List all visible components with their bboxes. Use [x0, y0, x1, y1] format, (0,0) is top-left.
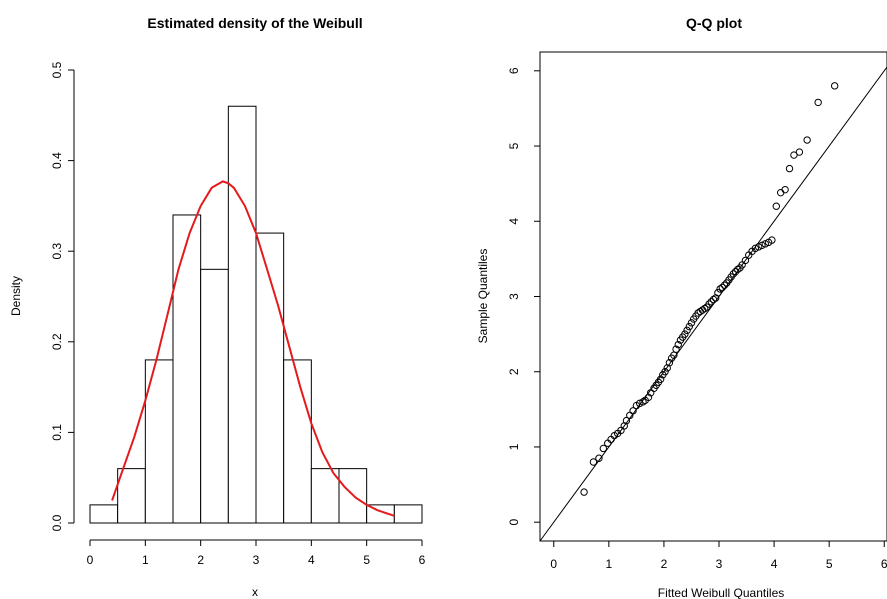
histogram-x-tick-label-0: 0 — [87, 553, 94, 567]
histogram-bar-1 — [117, 468, 146, 524]
qq-point-68 — [768, 236, 776, 244]
histogram-x-tick-label-4: 4 — [308, 553, 315, 567]
qq-point-30 — [674, 340, 682, 349]
qq-plot-panel: Q-Q plot Fitted Weibull Quantiles Sample… — [476, 15, 887, 599]
qq-y-tick-label-3: 3 — [507, 293, 521, 300]
histogram-panel: Estimated density of the Weibull x Densi… — [9, 15, 426, 599]
qq-point-69 — [772, 202, 780, 210]
qq-x-tick-label-3: 3 — [716, 557, 723, 571]
qq-y-tick-label-4: 4 — [507, 218, 521, 225]
density-curve — [111, 180, 395, 517]
histogram-x-tick-label-1: 1 — [142, 553, 149, 567]
histogram-y-tick-label-1: 0.1 — [50, 424, 64, 441]
histogram-y-tick-label-3: 0.3 — [50, 243, 64, 260]
histogram-x-axis-label: x — [252, 585, 258, 599]
histogram-bar-11 — [393, 504, 423, 524]
qq-point-22 — [656, 375, 665, 383]
qq-point-63 — [751, 244, 760, 253]
qq-point-36 — [687, 319, 696, 327]
qq-point-2 — [595, 454, 603, 462]
histogram-bar-8 — [310, 468, 340, 524]
qq-point-35 — [685, 322, 693, 331]
qq-point-73 — [790, 151, 798, 159]
qq-x-tick-label-1: 1 — [606, 557, 613, 571]
qq-point-65 — [758, 241, 766, 250]
qq-point-14 — [635, 399, 644, 408]
qq-point-57 — [734, 265, 742, 274]
qq-point-77 — [830, 82, 839, 90]
qq-point-29 — [672, 345, 680, 353]
qq-point-50 — [718, 283, 727, 292]
qq-x-tick-label-4: 4 — [771, 557, 778, 571]
qq-y-tick-label-5: 5 — [507, 142, 521, 149]
qq-y-axis: 0 1 2 3 4 5 6 — [507, 67, 540, 526]
histogram-y-axis: 0.0 0.1 0.2 0.3 0.4 0.5 — [50, 61, 75, 531]
qq-point-15 — [639, 398, 647, 406]
qq-point-24 — [661, 368, 669, 376]
qq-point-1 — [589, 458, 598, 466]
histogram-bar-0 — [89, 504, 119, 524]
histogram-title: Estimated density of the Weibull — [147, 15, 362, 31]
qq-point-60 — [741, 256, 750, 265]
histogram-bar-3 — [172, 214, 202, 524]
histogram-y-tick-label-2: 0.2 — [50, 333, 64, 350]
histogram-x-tick-label-3: 3 — [253, 553, 260, 567]
qq-y-tick-label-1: 1 — [507, 443, 521, 450]
histogram-bar-7 — [283, 359, 312, 524]
qq-point-0 — [580, 488, 588, 496]
histogram-bars — [89, 105, 423, 524]
histogram-bar-4 — [200, 268, 229, 524]
qq-plot-title: Q-Q plot — [686, 15, 742, 31]
histogram-y-tick-label-4: 0.4 — [50, 152, 64, 169]
qq-point-51 — [720, 281, 729, 289]
qq-point-46 — [709, 295, 718, 304]
qq-x-tick-label-5: 5 — [826, 557, 833, 571]
qq-point-71 — [781, 185, 789, 194]
histogram-x-tick-label-2: 2 — [197, 553, 204, 567]
qq-point-42 — [700, 304, 709, 313]
qq-point-33 — [681, 330, 689, 338]
qq-point-12 — [629, 407, 637, 415]
histogram-y-tick-label-5: 0.5 — [50, 61, 64, 78]
qq-point-64 — [754, 243, 763, 251]
qq-point-74 — [795, 148, 804, 156]
qq-point-34 — [683, 326, 691, 335]
qq-x-tick-label-0: 0 — [550, 557, 557, 571]
qq-y-tick-label-2: 2 — [507, 368, 521, 375]
histogram-x-tick-label-6: 6 — [419, 553, 426, 567]
qq-y-tick-label-0: 0 — [507, 519, 521, 526]
qq-point-3 — [599, 444, 608, 453]
qq-x-tick-label-6: 6 — [881, 557, 887, 571]
qq-point-17 — [644, 393, 653, 402]
qq-point-55 — [729, 270, 738, 278]
qq-point-76 — [814, 98, 822, 107]
histogram-x-tick-label-5: 5 — [363, 553, 370, 567]
histogram-x-axis: 0 1 2 3 4 5 6 — [87, 539, 426, 567]
qq-point-45 — [707, 298, 715, 306]
qq-point-10 — [622, 416, 631, 425]
qq-point-66 — [761, 240, 769, 248]
histogram-bar-5 — [227, 105, 257, 524]
qq-y-axis-label: Sample Quantiles — [476, 249, 490, 344]
qq-x-axis: 0 1 2 3 4 5 6 — [550, 541, 887, 571]
qq-x-axis-label: Fitted Weibull Quantiles — [658, 586, 785, 599]
qq-point-72 — [785, 164, 794, 173]
qq-point-49 — [716, 285, 724, 293]
histogram-y-tick-label-0: 0.0 — [50, 514, 64, 531]
histogram-y-axis-label: Density — [9, 276, 23, 316]
qq-point-75 — [803, 136, 811, 144]
qq-points — [580, 82, 839, 496]
qq-point-56 — [731, 267, 740, 276]
qq-point-44 — [705, 300, 713, 308]
qq-point-48 — [714, 289, 722, 297]
qq-point-26 — [665, 359, 674, 367]
qq-x-tick-label-2: 2 — [661, 557, 668, 571]
qq-y-tick-label-6: 6 — [507, 67, 521, 74]
